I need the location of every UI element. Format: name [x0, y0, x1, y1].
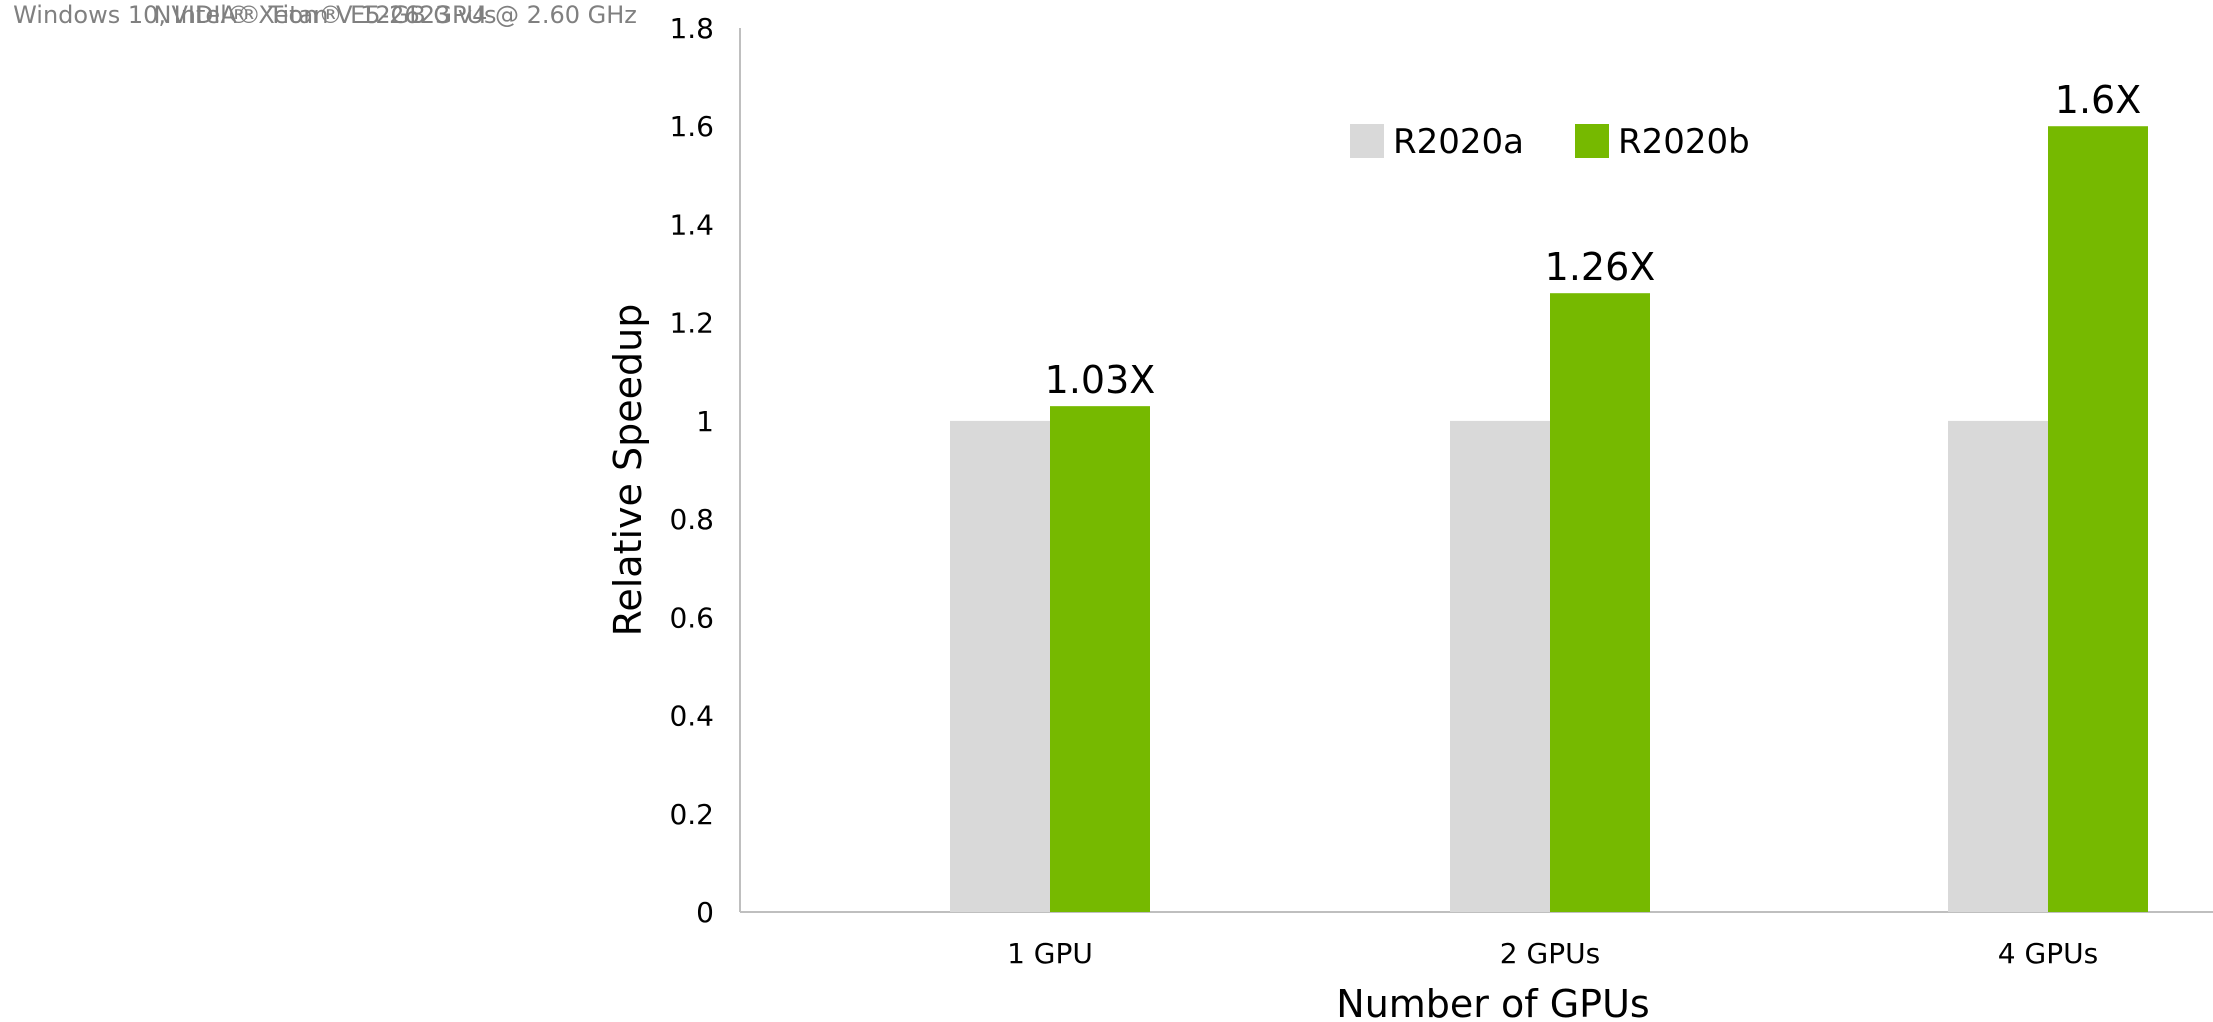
x-tick-label: 1 GPU: [1007, 937, 1093, 970]
y-tick-label: 1: [696, 405, 714, 438]
y-tick-label: 0: [696, 896, 714, 929]
bar-r2020b: [2048, 126, 2148, 912]
bar-r2020a: [1948, 420, 2048, 912]
bar-data-label: 1.6X: [2055, 78, 2141, 122]
y-tick-label: 0.2: [669, 798, 714, 831]
bar-data-label: 1.26X: [1545, 245, 1656, 289]
legend-label: R2020a: [1393, 122, 1524, 162]
y-tick-label: 0.4: [669, 700, 714, 733]
y-tick-label: 1.2: [669, 307, 714, 340]
bar-r2020b: [1050, 406, 1150, 912]
x-axis-title: Number of GPUs: [1336, 982, 1649, 1022]
axes: 0 0.2 0.4 0.6 0.8 1 1.2 1.4 1.6 1.8 Relative Speed…: [606, 12, 2213, 1022]
x-tick-label: 4 GPUs: [1998, 937, 2098, 970]
y-axis-title: Relative Speedup: [606, 304, 650, 637]
x-tick-label: 2 GPUs: [1500, 937, 1600, 970]
bar-data-label: 1.03X: [1045, 358, 1156, 402]
legend-label: R2020b: [1618, 122, 1750, 162]
y-tick-label: 0.6: [669, 601, 714, 634]
y-tick-label: 1.4: [669, 208, 714, 241]
bar-r2020a: [950, 420, 1050, 912]
bar-r2020a: [1450, 420, 1550, 912]
y-tick-label: 1.6: [669, 110, 714, 143]
y-tick-label: 1.8: [669, 12, 714, 45]
y-tick-label: 0.8: [669, 503, 714, 536]
footnote-gpu-info: NVIDIA® Titan V 12GB GPUs: [153, 1, 497, 29]
legend-swatch-r2020b: [1575, 124, 1609, 158]
legend-swatch-r2020a: [1350, 124, 1384, 158]
bar-r2020b: [1550, 293, 1650, 912]
footnote-system-info: Windows 10, Intel® Xeon® E5-2623 v4 @ 2.…: [13, 1, 637, 29]
legend: R2020a R2020b: [1350, 122, 1750, 162]
bars: 1.03X 1.26X 1.6X: [950, 78, 2148, 912]
